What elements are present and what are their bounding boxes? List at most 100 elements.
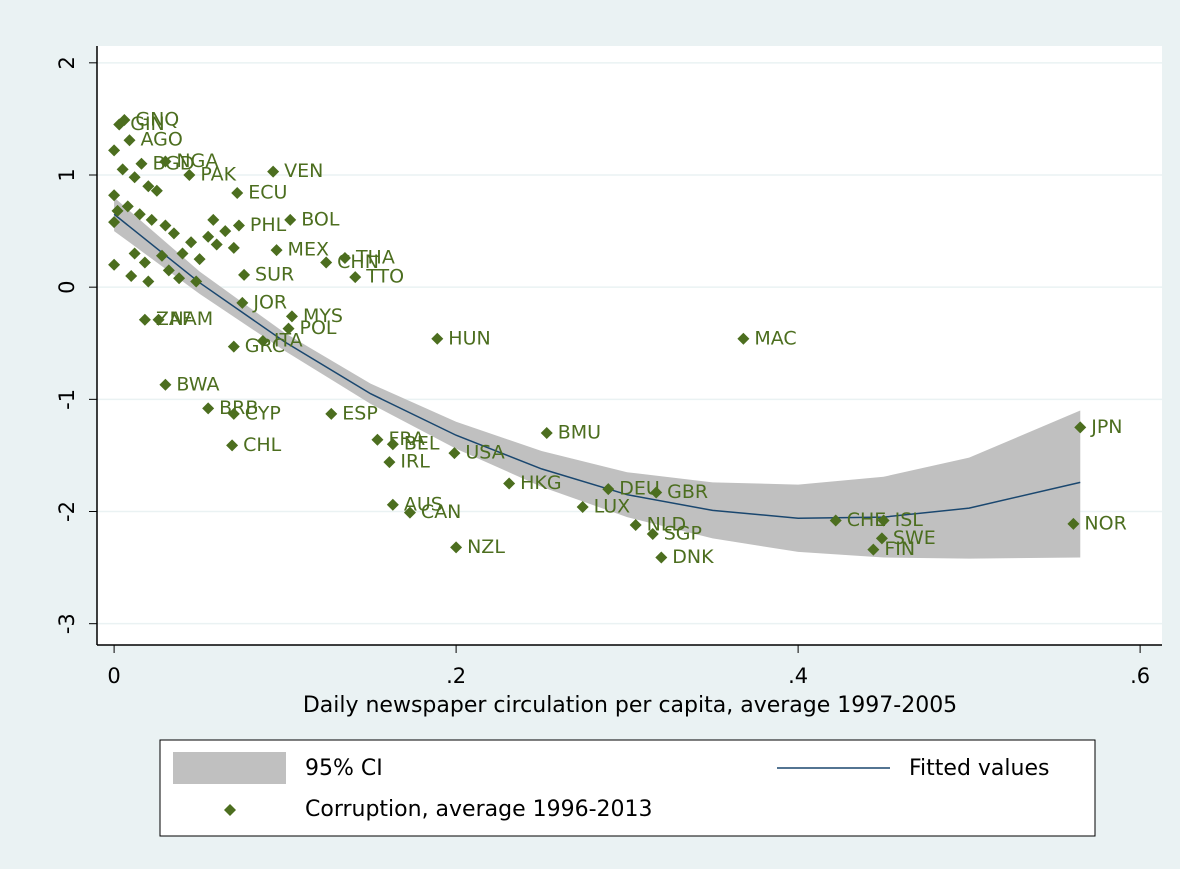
point [173,272,186,285]
y-tick-label: -1 [55,389,79,410]
point [167,227,180,240]
y-tick-label: 2 [55,56,79,69]
point-label: VEN [284,160,323,182]
point-label: GBR [667,481,708,503]
point-label: MYS [303,305,343,327]
legend-label: Fitted values [909,756,1049,781]
point [629,518,642,531]
point-label: CHE [847,509,887,531]
point [113,118,126,131]
point [226,439,239,452]
point-label: ITA [274,330,303,352]
point [448,447,461,460]
point-label: MEX [288,239,329,261]
point-label: PAK [200,163,236,185]
point-label: IRL [400,451,430,473]
point-label: BGD [152,152,194,174]
point-label: NZL [467,536,505,558]
point [111,204,124,217]
x-tick-label: 0 [107,664,120,688]
point [256,335,269,348]
point [176,247,189,260]
point [386,498,399,511]
point [135,157,148,170]
point [123,134,136,147]
point-label: PHL [250,214,287,236]
x-axis-title: Daily newspaper circulation per capita, … [303,693,957,718]
point [320,256,333,269]
point-label: SWE [893,527,936,549]
point [207,213,220,226]
point [150,184,163,197]
point [227,340,240,353]
point-label: FIN [884,538,915,560]
x-tick-label: .2 [446,664,466,688]
legend-label: 95% CI [305,756,383,781]
point [737,332,750,345]
point [159,378,172,391]
point [867,543,880,556]
point [210,238,223,251]
point-label: ISL [895,509,924,531]
point [193,253,206,266]
point-label: MAC [754,327,796,349]
point-label: USA [465,442,504,464]
point [232,219,245,232]
point [655,551,668,564]
point [142,275,155,288]
point-label: DNK [672,546,714,568]
point-label: BEL [404,433,440,455]
point [284,213,297,226]
point [602,483,615,496]
point [540,426,553,439]
x-tick-label: .6 [1130,664,1150,688]
point-label: HUN [448,327,490,349]
point-label: GRC [245,335,285,357]
point-label: ECU [248,181,287,203]
point-label: BWA [176,373,219,395]
point-label: JOR [252,291,287,313]
point-label: GNQ [135,109,179,131]
point [128,247,141,260]
y-tick-label: 1 [55,168,79,181]
point [202,230,215,243]
point [145,213,158,226]
point [238,268,251,281]
point [282,322,295,335]
point-label: NLD [647,513,686,535]
point [121,200,134,213]
point [138,256,151,269]
legend [159,739,1096,837]
fit-line [113,213,1081,519]
point [236,296,249,309]
point-label: GIN [130,113,165,135]
point [371,433,384,446]
point [576,501,589,514]
point-label: TTO [365,266,404,288]
point [325,407,338,420]
point [108,216,121,229]
point [152,313,165,326]
point [646,527,659,540]
point-label: CAN [421,501,461,523]
point [227,241,240,254]
point-label: CHN [337,251,379,273]
point [128,171,141,184]
point [185,236,198,249]
point [877,514,890,527]
point-label: AGO [140,129,182,151]
point-label: CHL [243,434,282,456]
point [386,438,399,451]
point-label: ESP [342,402,378,424]
point [431,332,444,345]
point [133,208,146,221]
point [138,313,151,326]
point-label: SGP [664,522,702,544]
point-label: JPN [1090,416,1122,438]
point-label: SUR [255,263,294,285]
point-label: THA [355,247,395,269]
legend-label: Corruption, average 1996-2013 [305,797,653,822]
legend-swatch [224,804,236,816]
